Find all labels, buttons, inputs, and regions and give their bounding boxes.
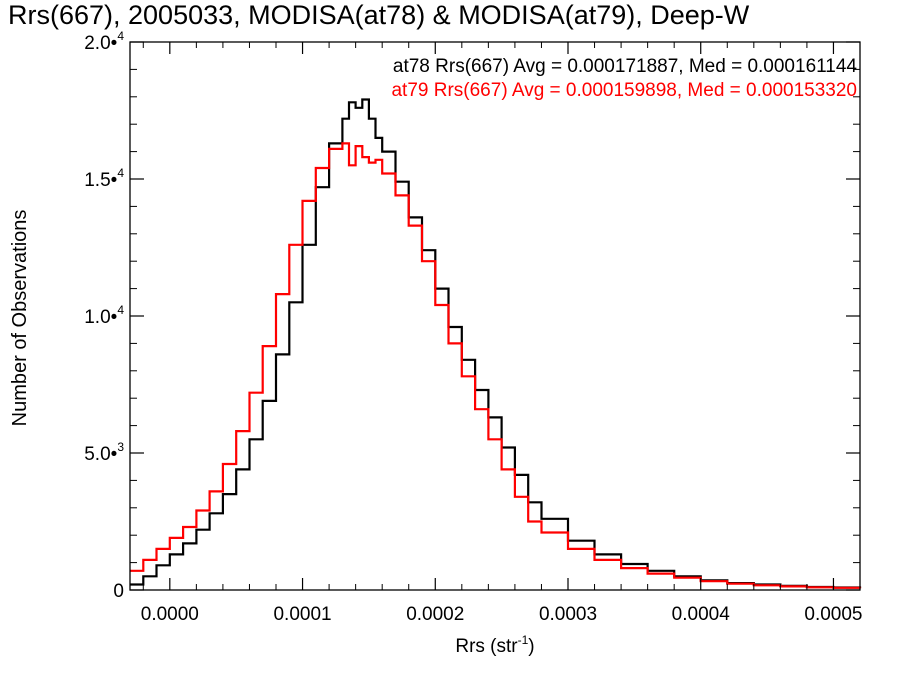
x-tick-label: 0.0005 [804,604,862,625]
x-tick-label: 0.0000 [141,604,199,625]
x-tick-label: 0.0004 [672,604,731,625]
x-axis-label-exponent: -1 [518,633,529,647]
y-axis-label: Number of Observations [9,210,31,427]
legend-at79: at79 Rrs(667) Avg = 0.000159898, Med = 0… [391,80,857,101]
chart-title: Rrs(667), 2005033, MODISA(at78) & MODISA… [8,0,750,30]
series-line-at79 [130,142,862,589]
plot-frame [129,41,861,591]
series-layer [130,98,862,589]
y-tick-label: 1.0•4 [84,303,124,328]
y-tick-label: 0 [113,581,124,602]
series-line-at78 [130,98,862,589]
x-tick-label: 0.0003 [539,604,597,625]
y-tick-label: 1.5•4 [84,166,124,191]
x-tick-label: 0.0001 [273,604,331,625]
y-tick-label: 5.0•3 [84,440,124,465]
x-axis-label: Rrs (str-1) [455,633,534,657]
axes: 0.0000 0.0001 0.0002 0.0003 0.0004 0.0005 0 5.0… [84,29,862,625]
x-tick-label: 0.0002 [406,604,464,625]
legend-at78: at78 Rrs(667) Avg = 0.000171887, Med = 0… [393,56,858,77]
y-tick-label: 2.0•4 [84,29,124,54]
